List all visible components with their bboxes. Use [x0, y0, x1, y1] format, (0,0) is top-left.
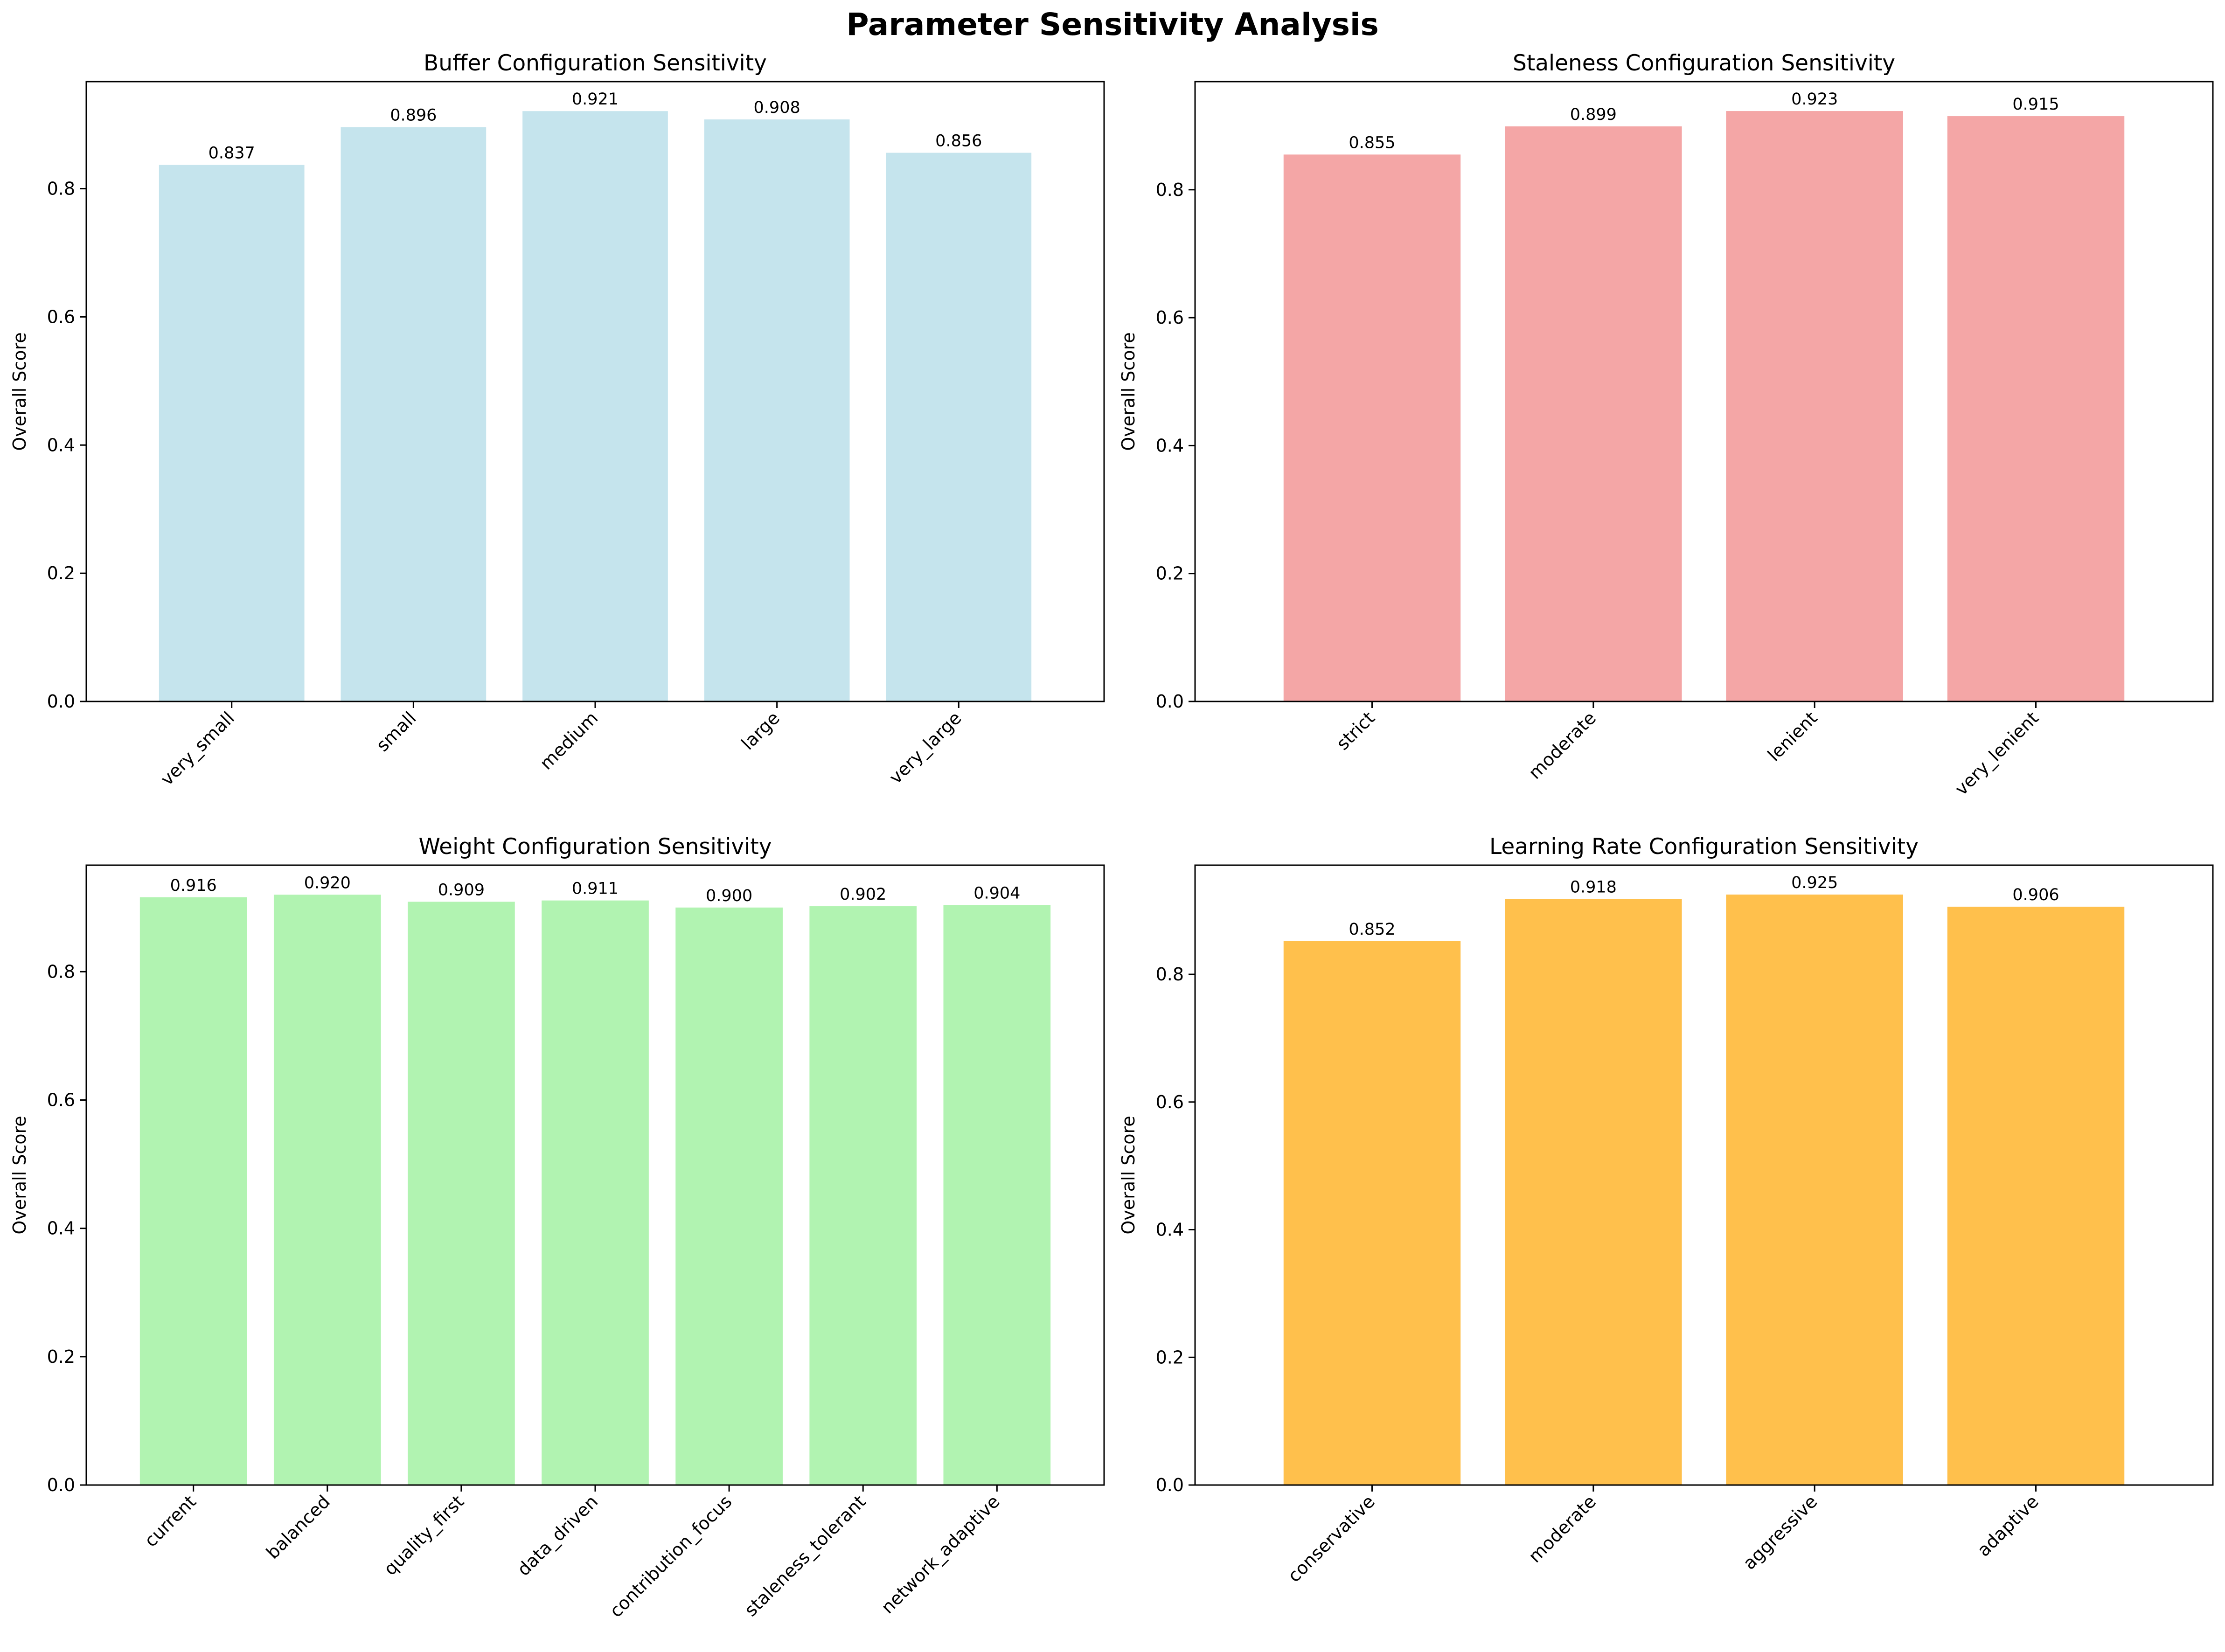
data-label: 0.896 — [390, 106, 437, 125]
x-tick-label: very_large — [885, 708, 966, 788]
x-tick-label: balanced — [262, 1491, 334, 1563]
y-tick-label: 0.4 — [1156, 435, 1184, 456]
axes-frame — [1194, 864, 2214, 1486]
x-tick-label: aggressive — [1739, 1491, 1822, 1574]
bar-adaptive — [1947, 906, 2125, 1485]
y-tick-label: 0.0 — [1156, 691, 1184, 712]
y-tick-label: 0.2 — [1156, 1347, 1184, 1367]
bar-moderate — [1505, 126, 1682, 701]
bar-network_adaptive — [943, 905, 1051, 1485]
x-tick-label: contribution_focus — [605, 1491, 736, 1621]
data-label: 0.899 — [1570, 105, 1617, 124]
x-tick-label: very_lenient — [1951, 708, 2043, 799]
y-tick-label: 0.4 — [47, 1218, 75, 1239]
x-tick-label: medium — [536, 708, 602, 774]
y-tick-label: 0.0 — [47, 1475, 75, 1495]
y-tick-label: 0.6 — [47, 306, 75, 327]
y-axis-label: Overall Score — [1118, 1116, 1139, 1234]
x-tick-label: current — [140, 1491, 200, 1551]
data-label: 0.908 — [754, 98, 800, 117]
buffer-chart: Buffer Configuration Sensitivity 0.837 0.8… — [9, 50, 1105, 790]
learning-rate-chart: Learning Rate Configuration Sensitivity 0… — [1118, 834, 2214, 1586]
y-tick-label: 0.6 — [47, 1090, 75, 1111]
bar-strict — [1283, 154, 1461, 702]
data-label: 0.915 — [2012, 95, 2059, 114]
bar-data_driven — [542, 900, 649, 1485]
y-axis-label: Overall Score — [9, 332, 30, 451]
x-tick-label: moderate — [1524, 708, 1600, 783]
bar-aggressive — [1726, 894, 1903, 1485]
x-tick-label: strict — [1332, 708, 1378, 754]
x-tick-label: quality_first — [380, 1491, 468, 1579]
y-tick-label: 0.8 — [1156, 180, 1184, 200]
figure-title: Parameter Sensitivity Analysis — [846, 7, 1379, 42]
x-tick-label: small — [372, 708, 420, 756]
chart-title: Staleness Configuration Sensitivity — [1513, 50, 1895, 76]
data-label: 0.909 — [438, 881, 485, 899]
y-tick-label: 0.2 — [1156, 563, 1184, 584]
x-tick-label: moderate — [1524, 1491, 1600, 1567]
data-label: 0.852 — [1349, 920, 1395, 939]
data-label: 0.906 — [2012, 886, 2059, 904]
bar-very_large — [886, 153, 1032, 702]
y-tick-label: 0.8 — [47, 961, 75, 982]
y-tick-label: 0.6 — [1156, 307, 1184, 328]
axes-frame — [1194, 81, 2214, 702]
data-label: 0.925 — [1791, 874, 1838, 892]
chart-title: Weight Configuration Sensitivity — [418, 834, 772, 860]
data-label: 0.921 — [572, 90, 619, 109]
y-tick-label: 0.8 — [47, 179, 75, 199]
bar-very_lenient — [1947, 116, 2125, 702]
bar-moderate — [1505, 899, 1682, 1485]
bar-lenient — [1726, 111, 1903, 701]
x-tick-label: data_driven — [513, 1491, 602, 1580]
bar-contribution_focus — [675, 907, 783, 1485]
x-tick-label: adaptive — [1973, 1491, 2043, 1561]
data-label: 0.920 — [304, 874, 351, 892]
y-tick-label: 0.6 — [1156, 1092, 1184, 1112]
bar-small — [341, 127, 487, 701]
weight-chart: Weight Configuration Sensitivity 0.916 0.9… — [9, 834, 1105, 1621]
bar-very_small — [159, 165, 305, 701]
y-axis-label: Overall Score — [9, 1116, 30, 1234]
data-label: 0.837 — [209, 144, 255, 163]
y-tick-label: 0.4 — [47, 435, 75, 455]
y-tick-label: 0.4 — [1156, 1220, 1184, 1240]
data-label: 0.900 — [706, 887, 752, 905]
y-tick-label: 0.2 — [47, 563, 75, 583]
bar-balanced — [273, 895, 381, 1485]
chart-title: Learning Rate Configuration Sensitivity — [1489, 834, 1919, 860]
y-tick-label: 0.0 — [47, 691, 75, 712]
y-axis-label: Overall Score — [1118, 332, 1139, 451]
data-label: 0.911 — [572, 880, 619, 898]
x-tick-label: conservative — [1284, 1491, 1379, 1586]
bar-medium — [522, 111, 668, 702]
y-tick-label: 0.2 — [47, 1347, 75, 1367]
data-label: 0.856 — [935, 132, 982, 151]
x-tick-label: lenient — [1764, 708, 1822, 765]
x-tick-label: large — [737, 708, 784, 754]
bar-quality_first — [408, 902, 515, 1485]
data-label: 0.902 — [840, 885, 886, 904]
y-tick-label: 0.8 — [1156, 964, 1184, 985]
x-tick-label: staleness_tolerant — [740, 1491, 869, 1620]
x-tick-label: very_small — [157, 708, 239, 790]
data-label: 0.918 — [1570, 878, 1617, 897]
bar-large — [704, 119, 850, 701]
data-label: 0.916 — [170, 876, 217, 895]
bar-current — [139, 897, 247, 1485]
data-label: 0.923 — [1791, 90, 1838, 109]
staleness-chart: Staleness Configuration Sensitivity 0.855… — [1118, 50, 2214, 799]
chart-title: Buffer Configuration Sensitivity — [424, 50, 767, 76]
data-label: 0.904 — [973, 884, 1020, 902]
bar-conservative — [1283, 941, 1461, 1485]
y-tick-label: 0.0 — [1156, 1475, 1184, 1495]
data-label: 0.855 — [1349, 133, 1395, 152]
bar-staleness_tolerant — [809, 906, 917, 1485]
x-tick-label: network_adaptive — [877, 1491, 1004, 1617]
